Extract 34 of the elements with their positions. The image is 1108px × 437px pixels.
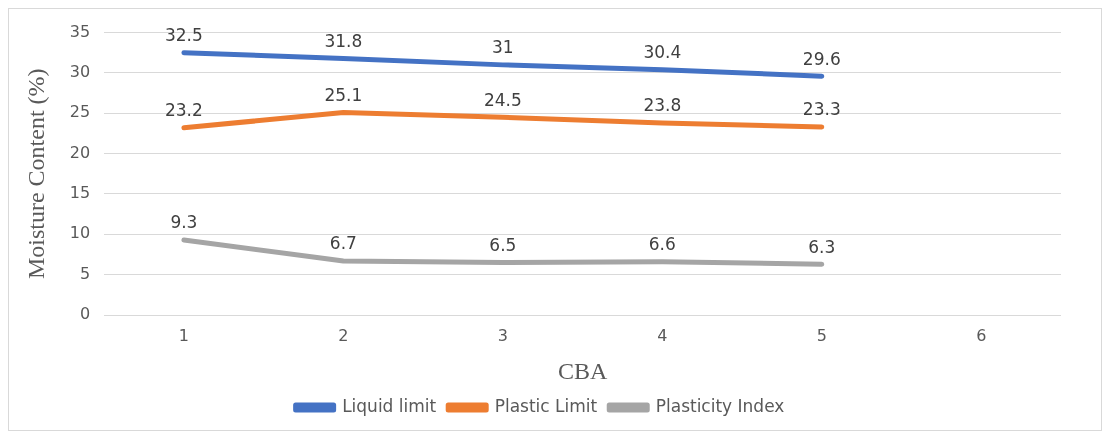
y-tick-label: 20 xyxy=(69,142,91,162)
data-label: 23.3 xyxy=(802,99,841,120)
data-label: 6.5 xyxy=(489,234,517,255)
data-label: 6.6 xyxy=(648,234,676,255)
data-label: 30.4 xyxy=(643,42,682,63)
data-label: 25.1 xyxy=(324,84,363,105)
y-tick-label: 25 xyxy=(69,102,91,122)
data-label: 31.8 xyxy=(324,30,363,51)
y-axis-title: Moisture Content (%) xyxy=(22,68,49,280)
data-label: 32.5 xyxy=(164,25,203,46)
data-label: 6.7 xyxy=(329,233,357,254)
y-tick-label: 30 xyxy=(69,62,91,82)
x-tick-label: 3 xyxy=(497,325,508,345)
x-tick-label: 4 xyxy=(657,325,668,345)
data-label: 9.3 xyxy=(170,212,198,233)
legend-label: Plasticity Index xyxy=(655,395,785,416)
data-label: 23.2 xyxy=(164,100,203,121)
data-label: 29.6 xyxy=(802,48,841,69)
legend-label: Plastic Limit xyxy=(494,395,598,416)
data-label: 24.5 xyxy=(483,89,522,110)
x-tick-label: 5 xyxy=(816,325,827,345)
x-axis-title: CBA xyxy=(557,357,608,384)
data-label: 23.8 xyxy=(643,95,682,116)
data-label: 6.3 xyxy=(808,236,836,257)
y-tick-label: 5 xyxy=(79,263,91,283)
x-tick-label: 2 xyxy=(338,325,349,345)
y-tick-label: 35 xyxy=(69,21,91,41)
x-tick-label: 6 xyxy=(976,325,987,345)
y-tick-label: 10 xyxy=(69,223,91,243)
legend-label: Liquid limit xyxy=(342,395,437,416)
x-tick-label: 1 xyxy=(178,325,189,345)
y-tick-label: 15 xyxy=(69,183,91,203)
data-label: 31 xyxy=(492,37,514,58)
y-tick-label: 0 xyxy=(79,304,91,324)
